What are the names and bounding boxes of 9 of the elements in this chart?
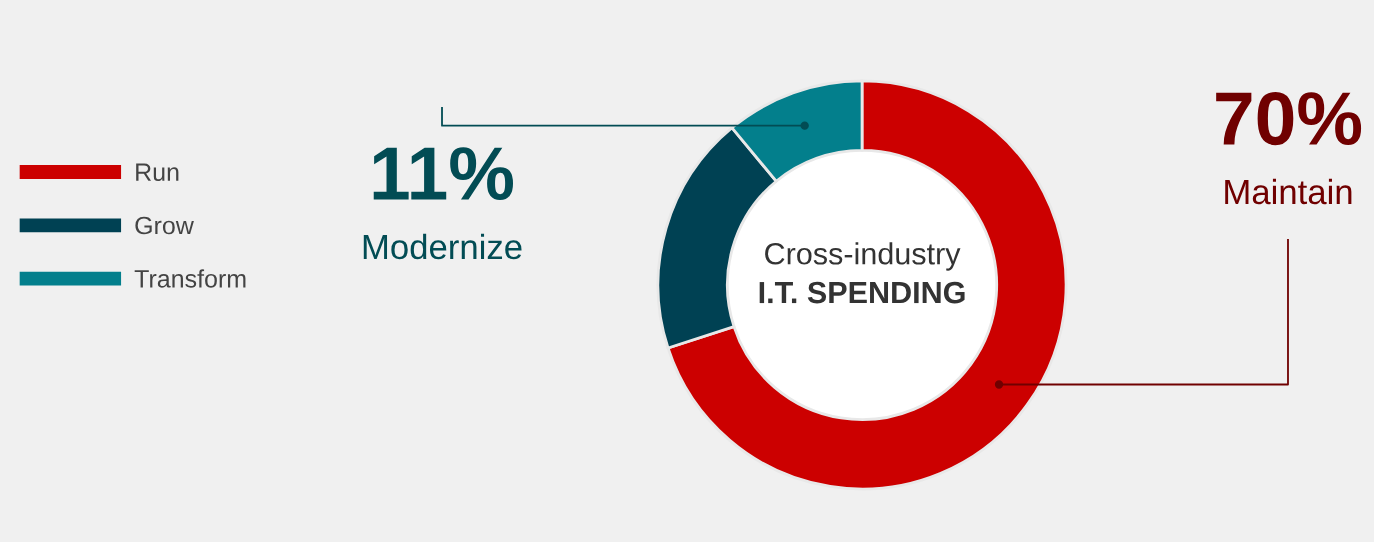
legend-label: Transform [134,269,246,288]
legend-label: Grow [135,216,194,235]
text: I.T. SPENDING [759,281,965,304]
text: Maintain [1225,178,1352,205]
data-label: 70% [1216,92,1362,146]
text: Cross-industry [765,242,961,271]
text: Modernize [363,233,522,260]
legend-label: Run [136,163,179,182]
data-label: 11% [373,147,514,200]
